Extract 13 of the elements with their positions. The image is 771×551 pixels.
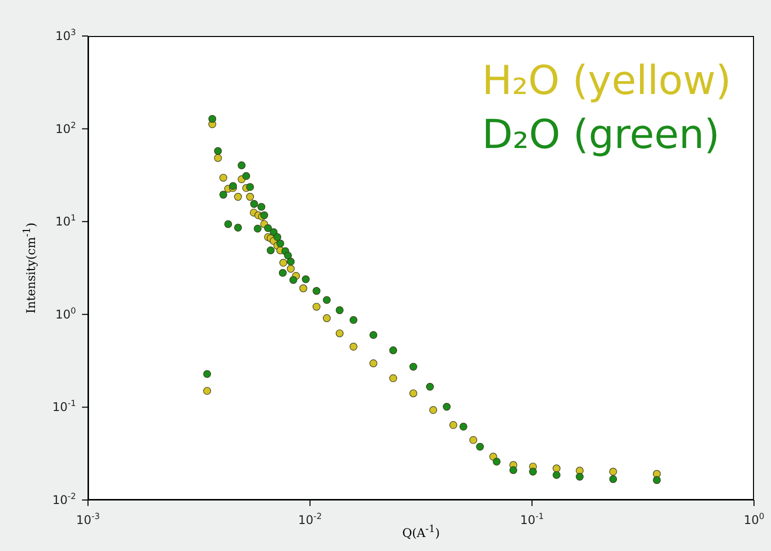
- text: H₂O (yellow): [482, 57, 732, 106]
- y-tick-label: 10$^{3}$: [55, 27, 76, 43]
- y-tick-label: 10$^{2}$: [55, 120, 76, 136]
- x-tick-label: 10$^{-3}$: [76, 511, 100, 527]
- y-tick-label: 10$^{-2}$: [52, 491, 76, 507]
- x-axis-title: Q(A$^{-1}$): [402, 524, 440, 540]
- x-tick-label: 10$^{-1}$: [520, 511, 544, 527]
- x-tick-label: 10$^{0}$: [744, 511, 764, 527]
- y-tick-label: 10$^{0}$: [55, 305, 76, 322]
- y-tick-label: 10$^{-1}$: [52, 398, 76, 414]
- text: D₂O (green): [482, 111, 721, 160]
- x-tick-label: 10$^{-2}$: [298, 511, 322, 527]
- y-tick-label: 10$^{1}$: [55, 212, 76, 229]
